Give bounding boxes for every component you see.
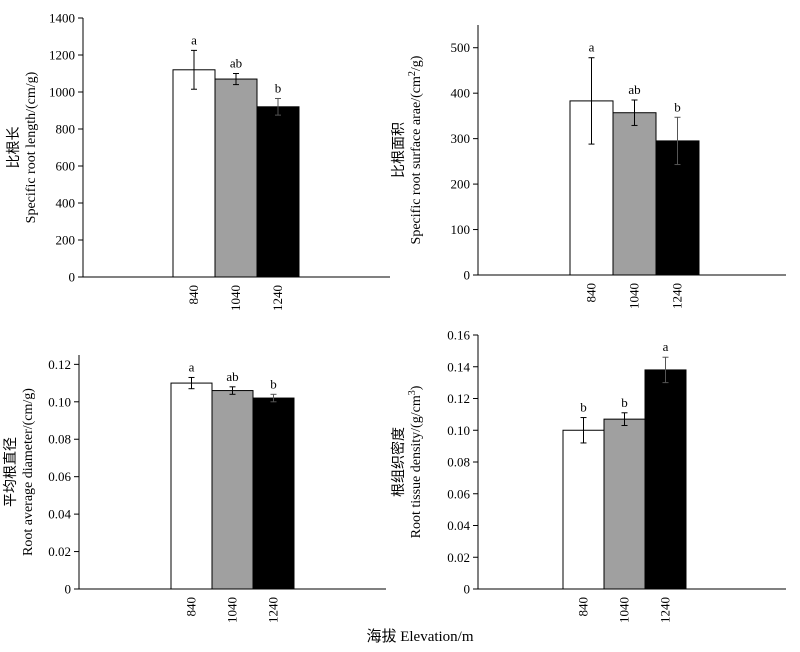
y-tick-label: 0 xyxy=(65,582,72,597)
y-axis-label-cn: 比根面积 xyxy=(391,122,407,178)
y-tick-label: 400 xyxy=(451,86,471,101)
y-axis-label-en: Root tissue density/(g/cm3) xyxy=(407,385,424,538)
y-axis-label-en-end: ) xyxy=(409,385,424,390)
significance-label: b xyxy=(275,80,282,95)
bar-1040 xyxy=(612,112,657,276)
y-tick-label: 0.10 xyxy=(447,423,470,438)
significance-label: b xyxy=(674,99,681,114)
y-tick-label: 0.08 xyxy=(447,455,470,470)
significance-label: ab xyxy=(226,369,238,384)
panel-root-average-diameter: 0 0.02 0.04 0.06 0.08 0.10 0.12 a 840 ab 1040 b 1240… xyxy=(2,355,386,623)
x-axis-label: 海拔 Elevation/m xyxy=(366,628,473,645)
x-tick-label: 1040 xyxy=(627,283,642,309)
y-axis-label-en-sup: 2 xyxy=(407,71,418,76)
x-tick-label: 1240 xyxy=(270,285,285,311)
x-tick-label: 840 xyxy=(184,597,199,617)
x-tick-label: 1040 xyxy=(225,597,240,623)
significance-label: ab xyxy=(230,56,242,71)
y-tick-label: 1000 xyxy=(49,85,75,100)
y-tick-label: 0.16 xyxy=(447,328,470,343)
y-tick-label: 0.04 xyxy=(447,518,470,533)
bar-1040 xyxy=(211,390,254,590)
y-axis-label-cn: 比根长 xyxy=(6,127,22,169)
y-axis-label-en-end: /g) xyxy=(409,55,424,71)
panel-specific-root-length: 0 200 400 600 800 1000 1200 1400 a 840 ab 1040 b 1240… xyxy=(6,11,390,311)
y-tick-label: 0.06 xyxy=(447,486,470,501)
x-tick-label: 1240 xyxy=(658,597,673,623)
y-tick-label: 500 xyxy=(451,40,471,55)
y-axis-label-en-sup: 3 xyxy=(407,390,418,395)
x-tick-label: 1240 xyxy=(266,597,281,623)
significance-label: b xyxy=(621,395,628,410)
bar-1240 xyxy=(252,397,295,590)
y-tick-label: 300 xyxy=(451,131,471,146)
bar-1240 xyxy=(644,369,687,590)
y-tick-label: 0.08 xyxy=(48,432,71,447)
y-axis-label-en-main: Specific root surface arae/(cm xyxy=(409,76,424,244)
y-tick-label: 0.04 xyxy=(48,507,71,522)
significance-label: a xyxy=(589,40,595,55)
bar-1240 xyxy=(655,140,700,276)
y-tick-label: 0.10 xyxy=(48,394,71,409)
y-axis-label-en: Specific root surface arae/(cm2/g) xyxy=(407,55,424,244)
y-tick-label: 0.06 xyxy=(48,469,71,484)
y-axis-label-en: Specific root length/(cm/g) xyxy=(24,71,39,223)
y-axis-label-en: Root average diameter/(cm/g) xyxy=(21,388,36,556)
y-tick-label: 0.12 xyxy=(447,391,470,406)
y-axis-label-en-main: Root tissue density/(g/cm xyxy=(409,395,424,538)
y-tick-label: 1400 xyxy=(49,11,75,26)
x-tick-label: 840 xyxy=(186,285,201,305)
y-tick-label: 0.14 xyxy=(447,359,470,374)
bar-1240 xyxy=(256,106,300,278)
y-tick-label: 0.02 xyxy=(48,544,71,559)
bar-840 xyxy=(170,382,213,590)
bar-1040 xyxy=(214,78,258,278)
y-tick-label: 100 xyxy=(451,222,471,237)
y-tick-label: 1200 xyxy=(49,48,75,63)
panel-specific-root-surface-area: 0 100 200 300 400 500 a 840 ab 1040 b 1240 比根面积 Speci… xyxy=(391,25,786,309)
significance-label: a xyxy=(189,359,195,374)
y-tick-label: 0.12 xyxy=(48,357,71,372)
y-tick-label: 0.02 xyxy=(447,550,470,565)
bar-840 xyxy=(172,69,216,278)
y-tick-label: 600 xyxy=(56,159,76,174)
significance-label: a xyxy=(191,32,197,47)
x-tick-label: 1040 xyxy=(617,597,632,623)
significance-label: a xyxy=(663,339,669,354)
significance-label: b xyxy=(580,400,587,415)
y-tick-label: 800 xyxy=(56,122,76,137)
y-tick-label: 0 xyxy=(464,268,471,283)
y-axis-label-en-main: Root average diameter/(cm/g) xyxy=(21,388,36,556)
y-tick-label: 200 xyxy=(451,177,471,192)
y-axis-label-en-main: Specific root length/(cm/g) xyxy=(24,71,39,223)
y-tick-label: 0 xyxy=(69,270,76,285)
significance-label: b xyxy=(270,376,277,391)
x-tick-label: 1240 xyxy=(670,283,685,309)
bar-1040 xyxy=(603,418,646,590)
y-axis-label-cn: 根组织密度 xyxy=(390,427,407,497)
panel-root-tissue-density: 0 0.02 0.04 0.06 0.08 0.10 0.12 0.14 0.16 b 840 b 10… xyxy=(390,328,786,623)
significance-label: ab xyxy=(628,82,640,97)
x-tick-label: 1040 xyxy=(228,285,243,311)
y-tick-label: 200 xyxy=(56,233,76,248)
bar-840 xyxy=(562,429,605,590)
x-tick-label: 840 xyxy=(584,283,599,303)
y-axis-label-cn: 平均根直径 xyxy=(2,437,19,507)
y-tick-label: 400 xyxy=(56,196,76,211)
y-tick-label: 0 xyxy=(464,582,471,597)
x-tick-label: 840 xyxy=(576,597,591,617)
